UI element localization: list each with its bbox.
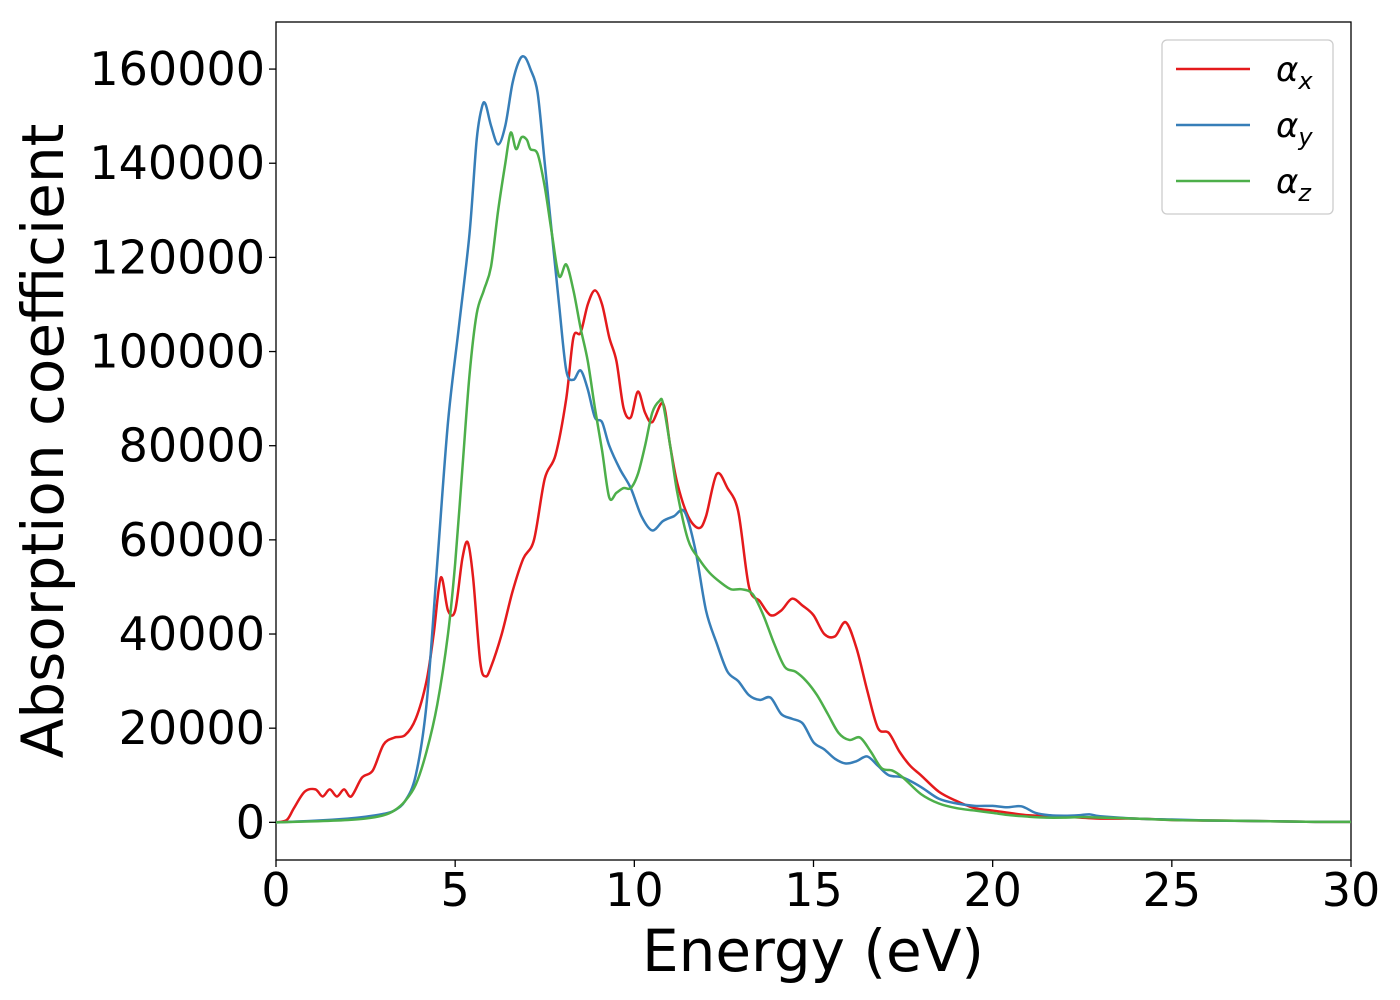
legend-subscript: x: [1297, 67, 1313, 95]
y-tick-label: 40000: [119, 607, 265, 661]
y-tick-label: 120000: [89, 230, 265, 284]
y-tick-label: 0: [236, 795, 265, 849]
legend-subscript: z: [1297, 179, 1312, 207]
x-tick-label: 5: [441, 863, 470, 917]
y-axis-ticks: 0 20000 40000 60000 80000 100000 120000 140000 1…: [89, 42, 276, 849]
legend-label-z: αz: [1276, 162, 1312, 207]
y-tick-label: 80000: [119, 419, 265, 473]
legend-symbol: α: [1276, 50, 1298, 90]
legend-box: [1161, 39, 1334, 215]
x-tick-label: 25: [1143, 863, 1202, 917]
y-tick-label: 140000: [89, 136, 265, 190]
x-tick-label: 30: [1322, 863, 1381, 917]
x-axis-ticks: 0 5 10 15 20 25 30: [261, 860, 1380, 917]
legend-label-x: αx: [1276, 50, 1313, 95]
series-line-z: [276, 131, 1351, 824]
legend-symbol: α: [1276, 106, 1298, 146]
y-tick-label: 160000: [89, 42, 265, 96]
series-line-x: [276, 289, 1351, 824]
x-tick-label: 10: [605, 863, 664, 917]
x-axis-label: Energy (eV): [642, 917, 984, 985]
x-tick-label: 20: [963, 863, 1022, 917]
legend-label-y: αy: [1276, 106, 1313, 151]
legend-subscript: y: [1297, 123, 1313, 151]
series-layer: [276, 55, 1351, 824]
y-tick-label: 60000: [119, 513, 265, 567]
x-tick-label: 0: [261, 863, 290, 917]
x-tick-label: 15: [784, 863, 843, 917]
y-tick-label: 20000: [119, 701, 265, 755]
legend-symbol: α: [1276, 162, 1298, 202]
series-line-y: [276, 55, 1351, 824]
y-axis-label: Absorption coefficient: [9, 124, 77, 759]
y-tick-label: 100000: [89, 325, 265, 379]
